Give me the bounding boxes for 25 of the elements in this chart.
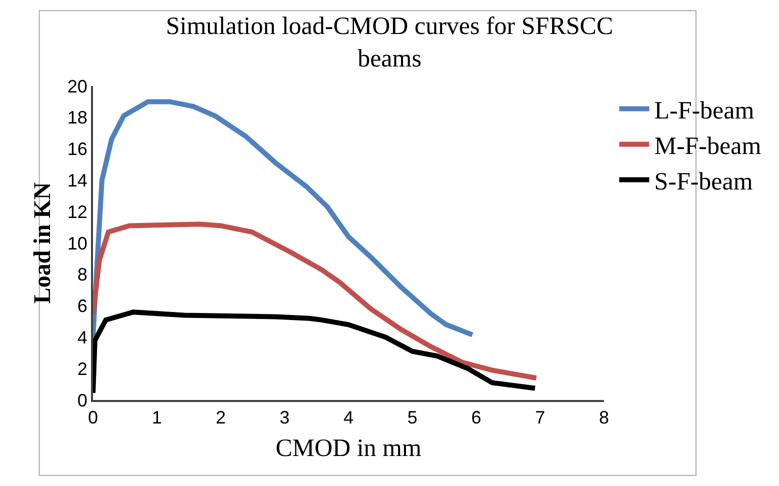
y-tick-label: 2: [77, 358, 88, 379]
y-tick-label: 16: [67, 139, 88, 160]
x-tick-label: 4: [343, 408, 354, 428]
x-axis-title: CMOD in mm: [276, 435, 422, 462]
y-tick-label: 14: [67, 170, 88, 190]
x-tick-label: 7: [535, 408, 546, 428]
legend-label: S-F-beam: [654, 168, 754, 196]
y-tick-label: 12: [67, 202, 88, 222]
y-tick-label: 18: [67, 108, 88, 128]
y-tick-label: 0: [77, 390, 88, 410]
x-tick-label: 6: [471, 408, 482, 428]
y-tick-label: 4: [77, 328, 88, 348]
x-tick-label: 8: [598, 408, 610, 428]
x-tick-label: 3: [280, 408, 290, 428]
y-axis-title: Load in KN: [30, 182, 56, 304]
chart-title: Simulation load-CMOD curves for SFRSCC beams: [166, 13, 614, 73]
y-tick-label: 20: [67, 76, 88, 96]
y-tick-label: 10: [67, 233, 88, 254]
x-tick-label: 1: [152, 408, 162, 428]
y-tick-label: 6: [77, 296, 88, 316]
legend-label: M-F-beam: [654, 133, 762, 160]
legend-label: L-F-beam: [654, 98, 755, 124]
x-tick-label: 2: [216, 408, 226, 428]
y-tick-label: 8: [77, 264, 88, 285]
x-tick-label: 5: [407, 408, 418, 428]
